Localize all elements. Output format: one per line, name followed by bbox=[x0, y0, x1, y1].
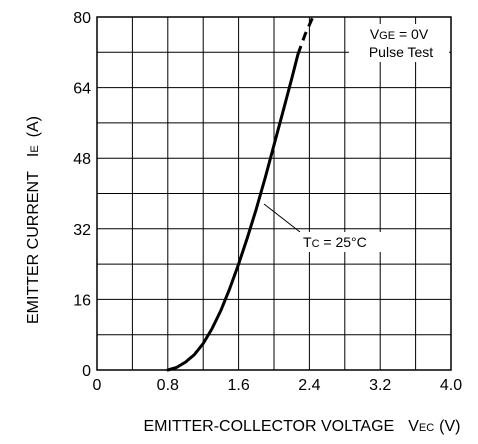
series-line-tc-25c bbox=[166, 53, 300, 372]
x-tick-label: 3.2 bbox=[369, 377, 391, 394]
condition-vge: VGE = 0V bbox=[370, 26, 429, 42]
grid-lines bbox=[97, 17, 451, 370]
y-tick-label: 16 bbox=[73, 292, 91, 309]
y-tick-label: 48 bbox=[73, 151, 91, 168]
y-axis-label: EMITTER CURRENTIE(A) bbox=[25, 116, 42, 324]
test-conditions: VGE = 0V Pulse Test bbox=[349, 24, 449, 62]
x-tick-label: 4.0 bbox=[440, 377, 462, 394]
condition-pulse-test: Pulse Test bbox=[369, 44, 433, 60]
x-axis-label: EMITTER-COLLECTOR VOLTAGE VEC (V) bbox=[144, 418, 461, 435]
x-tick-label: 0 bbox=[93, 377, 102, 394]
plot-frame bbox=[96, 16, 452, 371]
series-line-tc-25c-extrapolated bbox=[296, 16, 315, 56]
series-label-tc: TC = 25°C bbox=[303, 234, 367, 250]
y-tick-label: 80 bbox=[73, 10, 91, 27]
annotation-leader-line bbox=[263, 203, 301, 233]
series-layer bbox=[166, 16, 315, 372]
y-tick-label: 0 bbox=[82, 363, 91, 380]
x-tick-label: 0.8 bbox=[157, 377, 179, 394]
y-tick-label: 64 bbox=[73, 81, 91, 98]
x-tick-label: 2.4 bbox=[298, 377, 320, 394]
series-annotation: TC = 25°C bbox=[263, 203, 387, 252]
tick-labels: 0 0.8 1.6 2.4 3.2 4.0 0 16 32 48 64 80 bbox=[73, 10, 462, 394]
x-tick-label: 1.6 bbox=[227, 377, 249, 394]
y-tick-label: 32 bbox=[73, 222, 91, 239]
